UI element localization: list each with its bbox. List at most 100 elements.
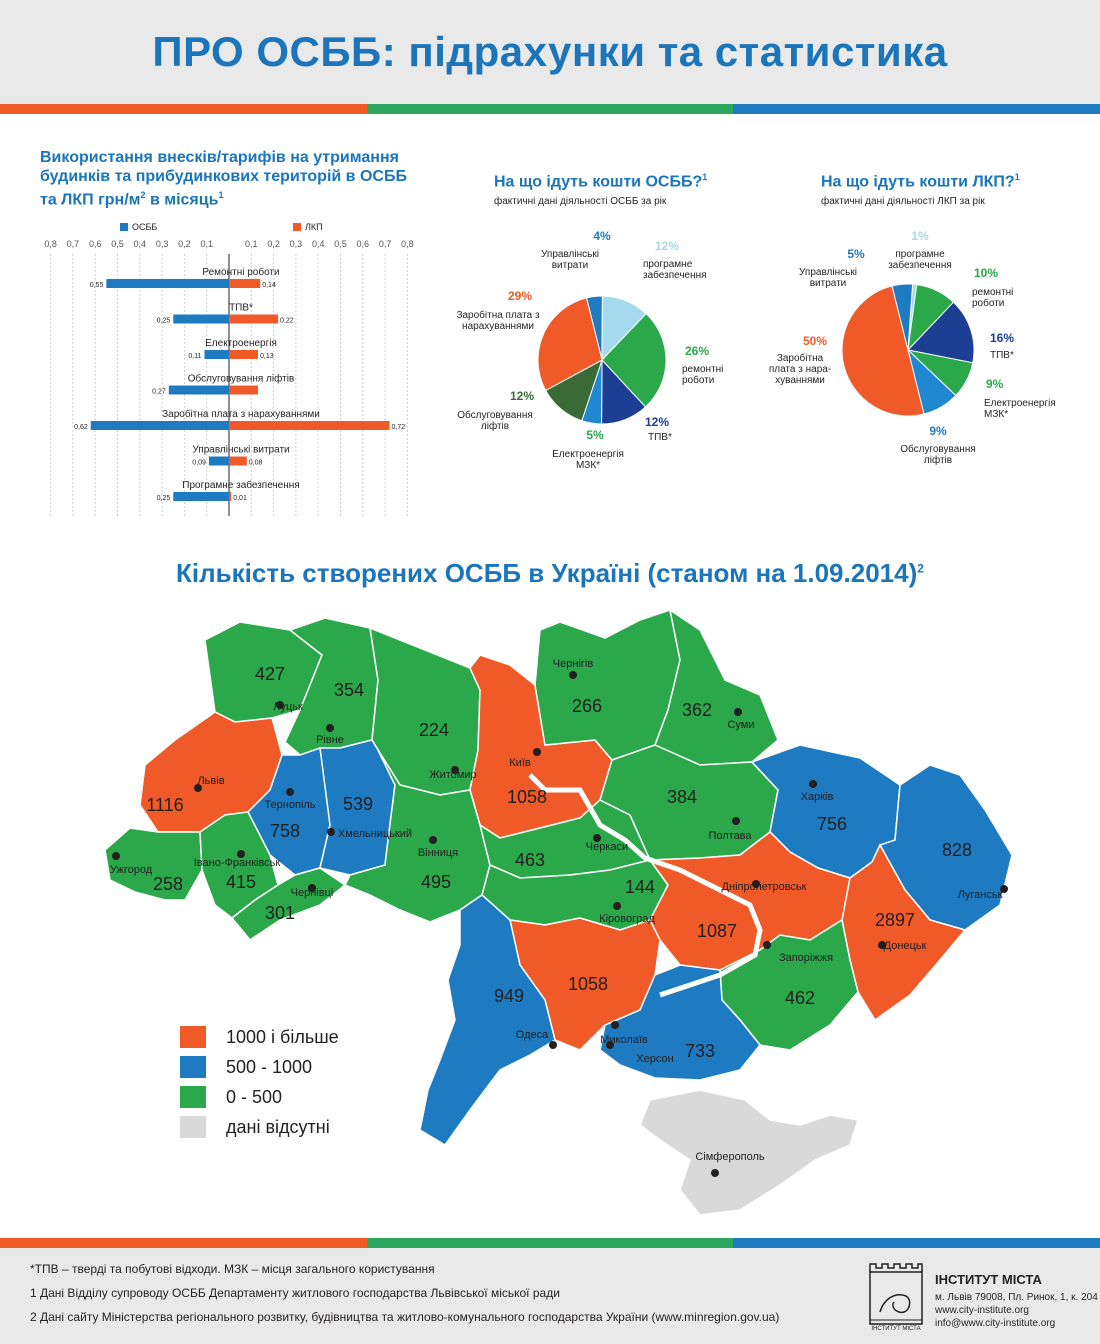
data-label-osbb: 0,25: [157, 495, 171, 502]
map-city-markers: Луцьк 427 Рівне 354 Житомир 224 Київ 1058 Черніг…: [110, 658, 1008, 1177]
city-marker: [606, 1041, 614, 1049]
region-value: 354: [334, 680, 364, 700]
legend-label: дані відсутні: [226, 1117, 330, 1137]
tick-label-left: 0,5: [111, 239, 124, 249]
bar-lkp: [229, 492, 232, 501]
tick-label-left: 0,1: [200, 239, 213, 249]
map-regions: [104, 608, 1013, 1216]
legend-swatch: [180, 1116, 206, 1138]
city-label: Кіровоград: [599, 913, 655, 925]
category-label: Управлінські витрати: [192, 445, 289, 456]
region-vinnytsia: [343, 749, 491, 923]
pie-pct-label: 4%: [593, 229, 611, 243]
pie-lkp-title: На що ідуть кошти ЛКП?1: [821, 172, 1020, 191]
city-marker: [711, 1169, 719, 1177]
tick-label-left: 0,4: [134, 239, 147, 249]
pie-lkp-subtitle: фактичні дані діяльності ЛКП за рік: [821, 196, 985, 207]
city-marker: [326, 724, 334, 732]
pie-pct-label: 9%: [986, 377, 1004, 391]
map-title: Кількість створених ОСББ в Україні (стан…: [176, 558, 924, 588]
ukraine-map: Луцьк 427 Рівне 354 Житомир 224 Київ 1058 Черніг…: [104, 608, 1013, 1216]
city-marker: [286, 788, 294, 796]
region-value: 1058: [568, 974, 608, 994]
bar-osbb: [106, 279, 229, 288]
tick-label-right: 0,8: [401, 239, 414, 249]
category-label: Обслуговування ліфтів: [188, 373, 295, 385]
tick-label-right: 0,6: [357, 239, 370, 249]
city-marker: [593, 834, 601, 842]
pie-pct-label: 9%: [929, 424, 947, 438]
pie-slice-label: ремонтні: [972, 287, 1013, 298]
city-label: Рівне: [316, 734, 344, 746]
city-label: Ужгород: [110, 864, 153, 876]
pie-slice-label: Управлінські: [799, 267, 857, 278]
data-label-lkp: 0,01: [233, 495, 247, 502]
dnipro-river: [528, 773, 763, 998]
tick-label-left: 0,8: [44, 239, 57, 249]
city-label: Луцьк: [273, 701, 303, 713]
city-marker: [763, 941, 771, 949]
pie-pct-label: 12%: [645, 415, 669, 429]
pie-pct-label: 1%: [911, 229, 929, 243]
pie-pct-label: 12%: [510, 389, 534, 403]
pie-osbb-subtitle: фактичні дані діяльності ОСББ за рік: [494, 196, 667, 207]
region-value: 495: [421, 872, 451, 892]
pie-pct-label: 10%: [974, 266, 998, 280]
city-label: Чернівці: [291, 887, 334, 899]
pie-osbb-title: На що ідуть кошти ОСББ?1: [494, 172, 708, 191]
pie-pct-label: 5%: [847, 247, 865, 261]
bar-osbb: [204, 350, 229, 359]
institute-email[interactable]: info@www.city-institute.org: [935, 1318, 1056, 1329]
bar-lkp: [229, 456, 247, 466]
pie-slice-label: МЗК*: [984, 409, 1008, 420]
city-marker: [734, 708, 742, 716]
city-label: Тернопіль: [264, 799, 315, 811]
pie-slice-label: Електроенергія: [552, 449, 624, 460]
pie-slice-label: ремонтні: [682, 364, 723, 375]
data-label-lkp: 0,13: [260, 353, 274, 360]
bar-lkp: [229, 385, 258, 395]
pie-slice-label: програмне: [895, 249, 945, 260]
region-value: 144: [625, 877, 655, 897]
page-title: ПРО ОСББ: підрахунки та статистика: [152, 28, 948, 75]
pie-pct-label: 5%: [586, 428, 604, 442]
region-value: 415: [226, 872, 256, 892]
category-label: Ремонтні роботи: [202, 266, 279, 278]
city-marker: [611, 1021, 619, 1029]
region-value: 2897: [875, 910, 915, 930]
data-label-lkp: 0,08: [249, 460, 263, 467]
region-kherson: [599, 964, 761, 1081]
pie-slice-label: роботи: [972, 297, 1004, 309]
city-label: Суми: [727, 719, 754, 731]
institute-website[interactable]: www.city-institute.org: [935, 1305, 1029, 1316]
region-value: 949: [494, 986, 524, 1006]
tick-label-left: 0,6: [89, 239, 102, 249]
city-marker: [533, 748, 541, 756]
pie-slice-label: програмне: [643, 259, 693, 270]
diverging-bar-chart: 0,8 0,7 0,6 0,5 0,4 0,3 0,2 0,1 0,1 0,2 0,3 0,4 0,5 0…: [44, 239, 414, 516]
data-label-osbb: 0,62: [74, 424, 88, 431]
pie-slice-label: МЗК*: [576, 460, 600, 471]
city-label: Житомир: [429, 769, 476, 781]
footer: *ТПВ – тверді та побутові відходи. МЗК –…: [0, 1248, 1100, 1344]
legend-osbb: ОСББ: [120, 222, 157, 232]
pie-slice: [891, 283, 914, 351]
pie-slice-label: ліфтів: [924, 454, 952, 466]
city-marker: [569, 671, 577, 679]
legend-swatch: [180, 1056, 206, 1078]
data-label-osbb: 0,11: [188, 353, 201, 360]
pie-pct-label: 12%: [655, 239, 679, 253]
region-luhansk: [878, 764, 1013, 931]
color-stripe-bottom: [0, 1238, 1100, 1248]
pie-slice-label: Обслуговування: [457, 409, 533, 421]
city-marker: [327, 828, 335, 836]
city-label: Сімферополь: [695, 1151, 765, 1163]
pie-pct-label: 16%: [990, 331, 1014, 345]
pie-slice-label: Електроенергія: [984, 398, 1056, 409]
city-marker: [237, 850, 245, 858]
bar-lkp: [229, 421, 390, 430]
region-odesa: [419, 894, 556, 1146]
city-label: Львів: [197, 775, 224, 787]
city-marker: [752, 880, 760, 888]
